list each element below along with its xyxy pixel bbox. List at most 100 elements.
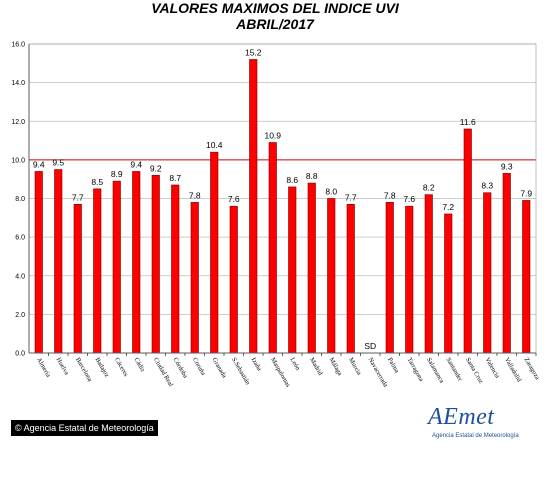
bars bbox=[34, 59, 531, 354]
bar-10 bbox=[229, 205, 238, 354]
category-label: Granada bbox=[211, 357, 228, 380]
value-label: 9.5 bbox=[52, 158, 64, 168]
category-label: Tarragona bbox=[406, 357, 425, 383]
y-tick-label: 8.0 bbox=[15, 196, 25, 203]
no-data-label: SD bbox=[364, 341, 376, 351]
value-label: 9.4 bbox=[33, 159, 45, 169]
copyright-icon: © bbox=[15, 423, 22, 433]
bar-16 bbox=[346, 203, 355, 354]
value-label: 7.8 bbox=[189, 190, 201, 200]
bar-11 bbox=[249, 59, 258, 354]
category-label: Córdoba bbox=[172, 357, 189, 380]
category-label: S.Sebastián bbox=[230, 357, 252, 387]
chart-title-line-2: ABRIL/2017 bbox=[236, 16, 314, 32]
value-label: 10.4 bbox=[206, 140, 223, 150]
bar-15 bbox=[327, 198, 336, 354]
bar-13 bbox=[288, 186, 297, 354]
bar-21 bbox=[444, 213, 453, 354]
category-label: Cáceres bbox=[113, 357, 130, 379]
bar-19 bbox=[405, 205, 414, 354]
bar-18 bbox=[385, 202, 394, 354]
chart-title-line-1: VALORES MAXIMOS DEL INDICE UVI bbox=[151, 0, 399, 16]
aemet-logo-wordmark: AEmet bbox=[428, 404, 495, 430]
y-tick-label: 10.0 bbox=[11, 157, 25, 164]
bar-6 bbox=[151, 175, 160, 354]
value-label: 7.9 bbox=[520, 188, 532, 198]
value-label: 9.2 bbox=[150, 163, 162, 173]
value-label: 7.7 bbox=[72, 192, 84, 202]
category-label: Coruña bbox=[191, 357, 207, 377]
bar-24 bbox=[502, 173, 511, 354]
bar-12 bbox=[268, 142, 277, 354]
value-label: 8.2 bbox=[423, 183, 435, 193]
y-tick-label: 0.0 bbox=[15, 351, 25, 358]
category-label: León bbox=[289, 357, 302, 373]
value-label: 7.6 bbox=[403, 194, 415, 204]
bar-22 bbox=[463, 128, 472, 354]
y-tick-label: 2.0 bbox=[15, 312, 25, 319]
bar-25 bbox=[522, 200, 531, 354]
category-labels: Almería Huelva Barcelona Badajoz Cáceres Cádi… bbox=[35, 357, 541, 389]
value-label: 10.9 bbox=[264, 130, 281, 140]
bar-5 bbox=[132, 171, 141, 354]
category-label: Navacerrada bbox=[367, 357, 390, 389]
y-tick-label: 6.0 bbox=[15, 235, 25, 242]
category-label: Almería bbox=[35, 357, 52, 379]
category-label: Ciudad Real bbox=[152, 357, 174, 389]
value-label: 9.4 bbox=[130, 159, 142, 169]
chart-title: VALORES MAXIMOS DEL INDICE UVI ABRIL/201… bbox=[0, 0, 550, 32]
value-label: 8.7 bbox=[169, 173, 181, 183]
bar-1 bbox=[54, 169, 63, 354]
value-label: 8.0 bbox=[325, 187, 337, 197]
bar-8 bbox=[190, 202, 199, 354]
y-tick-label: 14.0 bbox=[11, 80, 25, 87]
value-label: 7.2 bbox=[442, 202, 454, 212]
category-label: Badajoz bbox=[94, 357, 111, 379]
grid-lines bbox=[29, 43, 536, 354]
value-label: 8.9 bbox=[111, 169, 123, 179]
category-label: Murcia bbox=[347, 357, 363, 377]
agency-credit: © Agencia Estatal de Meteorología bbox=[11, 420, 158, 436]
value-label: 8.5 bbox=[91, 177, 103, 187]
value-label: 11.6 bbox=[460, 117, 476, 127]
value-label: 7.8 bbox=[384, 190, 396, 200]
category-label: Málaga bbox=[328, 357, 344, 377]
category-label: Valencia bbox=[484, 357, 501, 380]
bar-7 bbox=[171, 184, 180, 354]
value-label: 9.3 bbox=[501, 161, 513, 171]
y-tick-label: 16.0 bbox=[11, 42, 25, 49]
agency-credit-text: Agencia Estatal de Meteorología bbox=[23, 423, 154, 433]
bar-14 bbox=[307, 182, 316, 354]
bar-3 bbox=[93, 188, 102, 354]
axes: 0.0 2.0 4.0 6.0 8.0 10.0 12.0 14.0 16.0 bbox=[11, 42, 537, 358]
category-label: Madrid bbox=[308, 357, 324, 378]
value-label: 15.2 bbox=[245, 47, 262, 57]
category-label: Maspalomas bbox=[269, 357, 292, 389]
category-label: Cádiz bbox=[133, 357, 147, 374]
value-label: 8.8 bbox=[306, 171, 318, 181]
category-label: Santa Cruz bbox=[464, 357, 484, 385]
y-tick-label: 12.0 bbox=[11, 119, 25, 126]
value-label: 7.7 bbox=[345, 192, 357, 202]
category-label: Huelva bbox=[55, 357, 71, 377]
y-tick-label: 4.0 bbox=[15, 273, 25, 280]
value-label: 8.3 bbox=[481, 181, 493, 191]
aemet-logo: AEmet Agencia Estatal de Meteorología bbox=[428, 403, 528, 447]
category-label: Santander bbox=[445, 357, 464, 384]
bar-0 bbox=[34, 171, 43, 354]
value-label: 7.6 bbox=[228, 194, 240, 204]
bar-9 bbox=[210, 151, 219, 354]
category-label: Salamanca bbox=[425, 357, 445, 385]
bar-23 bbox=[483, 192, 492, 354]
bar-4 bbox=[112, 180, 121, 354]
category-label: Palma bbox=[386, 357, 400, 375]
value-label: 8.6 bbox=[286, 175, 298, 185]
category-label: Izaña bbox=[250, 357, 263, 373]
bar-2 bbox=[73, 203, 82, 354]
bar-20 bbox=[424, 194, 433, 354]
value-labels: 9.4 9.5 7.7 8.5 8.9 9.4 9.2 8.7 7.8 10.4 7.6 15.2 10… bbox=[33, 47, 533, 351]
aemet-logo-subtitle: Agencia Estatal de Meteorología bbox=[432, 433, 519, 439]
category-label: Barcelona bbox=[74, 357, 93, 383]
category-label: Valladolid bbox=[503, 357, 523, 384]
